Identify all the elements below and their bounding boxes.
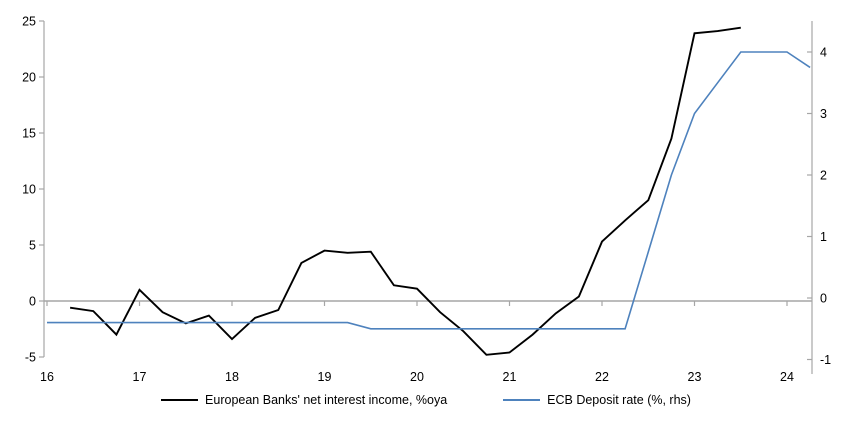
legend-label-net-interest-income: European Banks' net interest income, %oy… (205, 393, 448, 407)
right-axis-tick-label: 2 (820, 169, 827, 183)
left-axis-tick-label: 5 (29, 239, 36, 253)
x-axis-tick-label: 17 (133, 370, 147, 384)
left-axis-tick-label: 25 (22, 15, 36, 29)
right-axis-tick-label: 4 (820, 46, 827, 60)
x-axis-tick-label: 20 (410, 370, 424, 384)
right-axis-tick-label: -1 (820, 353, 831, 367)
x-axis-tick-label: 22 (595, 370, 609, 384)
x-axis-tick-label: 21 (503, 370, 517, 384)
right-axis-tick-label: 3 (820, 107, 827, 121)
x-axis-tick-label: 19 (318, 370, 332, 384)
x-axis-tick-label: 16 (40, 370, 54, 384)
x-axis-tick-label: 23 (688, 370, 702, 384)
x-axis-tick-label: 24 (780, 370, 794, 384)
right-axis-tick-label: 0 (820, 292, 827, 306)
right-axis-tick-label: 1 (820, 230, 827, 244)
legend-item-ecb-deposit-rate: ECB Deposit rate (%, rhs) (503, 393, 691, 407)
ecb-deposit-rate-line-swatch (503, 399, 541, 401)
left-axis-tick-label: 10 (22, 183, 36, 197)
left-axis-tick-label: 20 (22, 71, 36, 85)
legend-label-ecb-deposit-rate: ECB Deposit rate (%, rhs) (547, 393, 691, 407)
left-axis-tick-label: -5 (25, 351, 36, 365)
left-axis-tick-label: 0 (29, 295, 36, 309)
legend-item-net-interest-income: European Banks' net interest income, %oy… (161, 393, 447, 407)
chart-legend: European Banks' net interest income, %oy… (0, 393, 852, 407)
left-axis-tick-label: 15 (22, 127, 36, 141)
net-interest-income-line (69, 26, 741, 356)
ecb-deposit-rate-line (47, 51, 811, 330)
net-interest-income-line-swatch (161, 399, 199, 401)
x-axis-tick-label: 18 (225, 370, 239, 384)
